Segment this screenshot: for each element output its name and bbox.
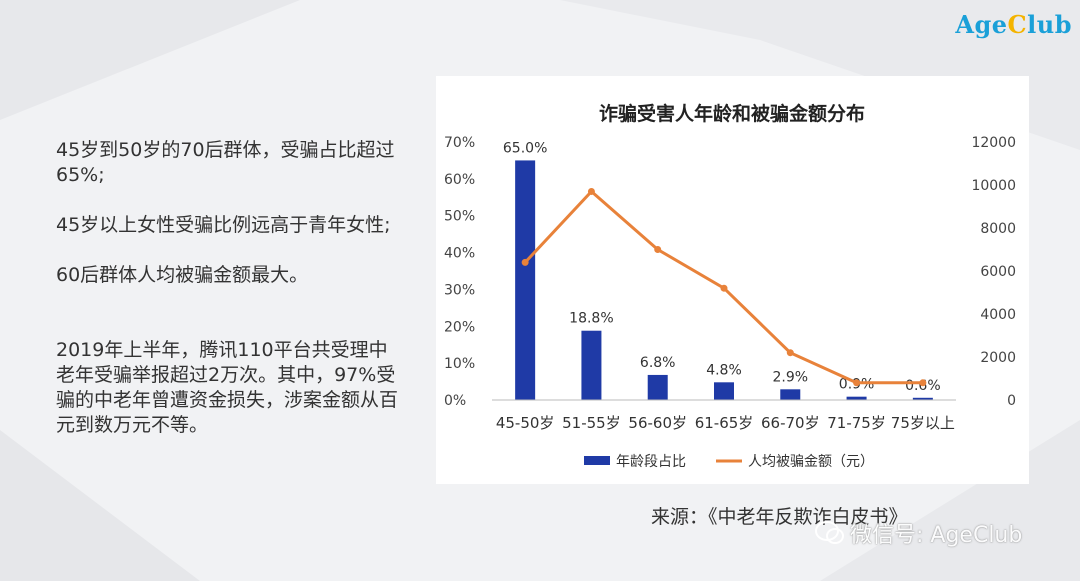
line-point <box>720 284 728 292</box>
finding-4: 2019年上半年，腾讯110平台共受理中老年受骗举报超过2万次。其中，97%受骗… <box>56 339 399 436</box>
left-tick-label: 40% <box>444 246 475 262</box>
category-label: 61-65岁 <box>695 414 754 432</box>
category-label: 71-75岁 <box>827 414 886 432</box>
chart-title: 诈骗受害人年龄和被骗金额分布 <box>599 102 865 125</box>
bar <box>515 160 536 400</box>
right-tick-label: 0 <box>1007 393 1016 409</box>
line-point <box>853 379 861 387</box>
bar-series: 65.0%18.8%6.8%4.8%2.9%0.9%0.6% <box>503 140 941 400</box>
left-tick-label: 70% <box>444 135 475 151</box>
left-tick-label: 60% <box>444 172 475 188</box>
right-axis: 0 2000 4000 6000 8000 10000 12000 <box>971 135 1016 409</box>
bar-value-label: 4.8% <box>706 362 742 378</box>
finding-2: 45岁以上女性受骗比例远高于青年女性; <box>56 214 391 236</box>
left-tick-label: 10% <box>444 356 475 372</box>
category-label: 75岁以上 <box>891 414 955 432</box>
left-tick-label: 30% <box>444 282 475 298</box>
age-fraud-chart: 诈骗受害人年龄和被骗金额分布 0% 10% 20% 30% 40% 50% 60% 70% 0… <box>444 102 1016 470</box>
legend-bar-swatch <box>584 456 610 465</box>
bar <box>647 374 668 400</box>
legend-bar-label: 年龄段占比 <box>616 454 686 470</box>
bar-value-label: 65.0% <box>503 140 547 156</box>
chart-card: 诈骗受害人年龄和被骗金额分布 0% 10% 20% 30% 40% 50% 60% 70% 0… <box>436 76 1029 484</box>
left-tick-label: 0% <box>444 393 466 409</box>
left-tick-label: 20% <box>444 319 475 335</box>
right-tick-label: 6000 <box>980 264 1016 280</box>
bar <box>714 382 734 400</box>
bar <box>846 396 867 400</box>
right-tick-label: 10000 <box>971 178 1016 194</box>
right-tick-label: 8000 <box>980 221 1016 237</box>
left-axis: 0% 10% 20% 30% 40% 50% 60% 70% <box>444 135 475 409</box>
bar <box>780 389 801 400</box>
watermark: 微信号: AgeClub <box>850 523 1023 548</box>
line-point <box>786 349 794 357</box>
bar-value-label: 18.8% <box>569 311 613 327</box>
right-tick-label: 2000 <box>980 350 1016 366</box>
key-findings-text: 45岁到50岁的70后群体，受骗占比超过65%; 45岁以上女性受骗比例远高于青… <box>56 138 406 438</box>
finding-1: 45岁到50岁的70后群体，受骗占比超过65%; <box>56 139 395 186</box>
line-point <box>521 258 529 266</box>
line-point <box>654 246 662 253</box>
bar-value-label: 2.9% <box>772 369 808 385</box>
left-tick-label: 50% <box>444 209 475 225</box>
finding-3: 60后群体人均被骗金额最大。 <box>56 264 309 286</box>
line-series <box>521 187 927 387</box>
bar-value-label: 6.8% <box>640 355 676 371</box>
right-tick-label: 4000 <box>980 307 1016 323</box>
bar <box>912 397 933 400</box>
right-tick-label: 12000 <box>971 135 1016 151</box>
wechat-icon <box>815 521 844 544</box>
category-label: 51-55岁 <box>562 414 621 432</box>
category-label: 56-60岁 <box>628 414 687 432</box>
line-point <box>587 187 595 195</box>
legend-line-label: 人均被骗金额（元） <box>748 454 874 470</box>
ageclub-logo: AgeClub <box>955 10 1072 39</box>
x-axis: 45-50岁 51-55岁 56-60岁 61-65岁 66-70岁 71-75岁 75岁以… <box>492 399 956 432</box>
line-point <box>919 379 927 387</box>
category-label: 45-50岁 <box>496 414 555 432</box>
bar <box>581 330 602 400</box>
source-citation: 来源：《中老年反欺诈白皮书》 <box>651 506 908 528</box>
legend: 年龄段占比 人均被骗金额（元） <box>584 454 874 470</box>
category-label: 66-70岁 <box>761 414 820 432</box>
